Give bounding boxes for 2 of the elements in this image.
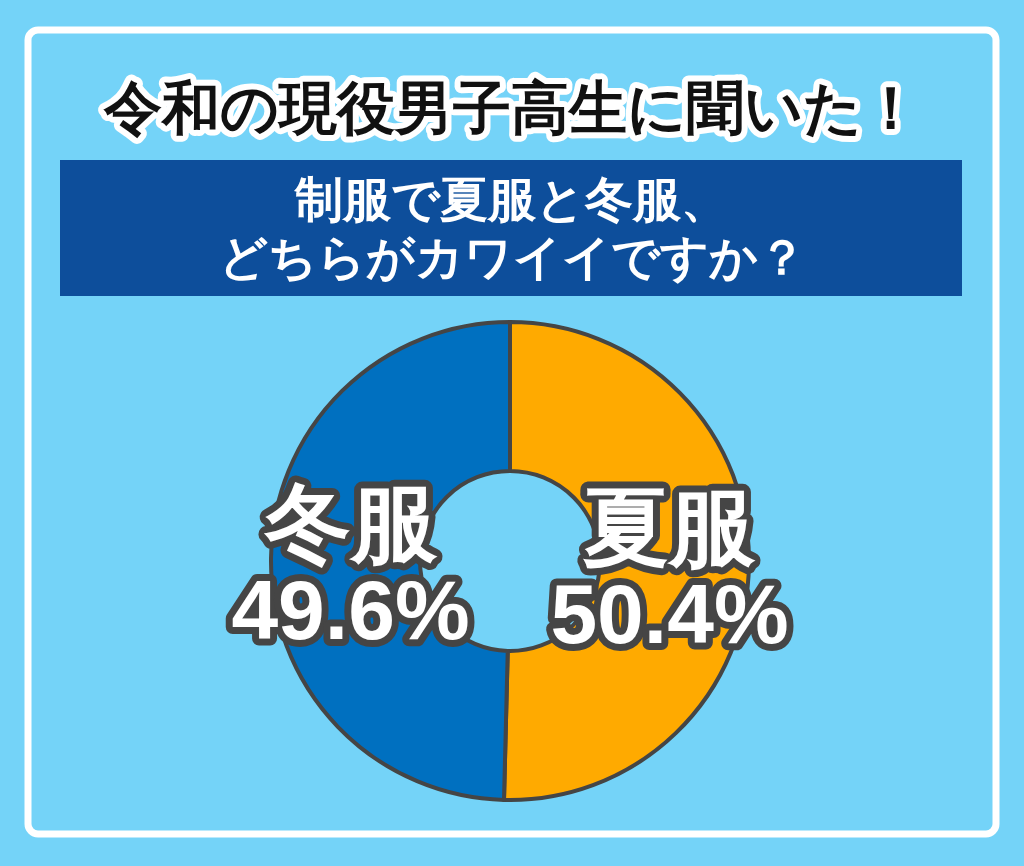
subtitle: 制服で夏服と冬服、どちらがカワイイですか？: [218, 173, 806, 284]
title: 令和の現役男子高生に聞いた！: [104, 75, 920, 140]
